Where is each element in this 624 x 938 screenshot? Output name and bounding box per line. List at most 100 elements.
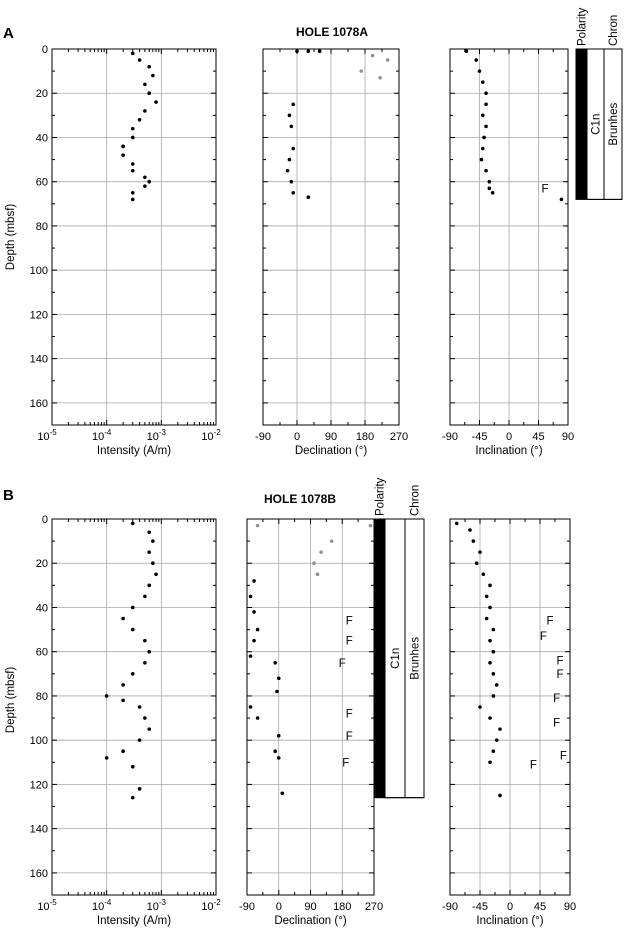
- a-column-chron-header: Chron: [608, 15, 620, 46]
- a-intensity-y-tick-label: 140: [30, 354, 48, 366]
- a-inclination-data-point: [480, 80, 485, 84]
- b-intensity-data-point: [121, 749, 125, 754]
- b-intensity-y-tick-label: 40: [36, 602, 48, 614]
- b-intensity-data-point: [143, 660, 147, 665]
- b-declination-data-point: [329, 539, 334, 543]
- b-inclination-flag-label: F: [530, 760, 537, 772]
- b-intensity-data-point: [130, 672, 135, 676]
- b-intensity-data-point: [154, 572, 158, 577]
- a-intensity-y-tick-label: 40: [36, 132, 48, 144]
- b-intensity-x-tick-label: 10-5: [37, 898, 57, 913]
- b-declination-flag-label: F: [346, 616, 353, 628]
- a-intensity-data-point: [130, 126, 135, 131]
- a-declination-data-point: [289, 179, 294, 184]
- b-declination-data-point: [273, 749, 278, 754]
- b-declination-data-point: [273, 660, 278, 665]
- a-intensity-data-point: [151, 73, 155, 78]
- b-inclination-data-point: [498, 727, 502, 731]
- b-intensity-data-point: [143, 594, 147, 599]
- b-column-polarity-zone-label: C1n: [390, 648, 402, 669]
- a-intensity-data-point: [130, 168, 135, 173]
- a-declination-data-point: [306, 49, 311, 54]
- a-inclination-data-point: [487, 186, 492, 191]
- b-intensity-y-tick-label: 140: [30, 824, 48, 836]
- b-intensity-data-point: [121, 616, 125, 621]
- b-intensity-data-point: [147, 550, 152, 554]
- b-intensity-y-tick-label: 60: [36, 647, 48, 659]
- a-intensity-y-tick-label: 80: [36, 221, 48, 233]
- b-intensity-x-tick-label: 10-3: [147, 898, 167, 913]
- panel-a-title: HOLE 1078A: [296, 25, 368, 39]
- panel-a-declination-plot: -90 0 90 180 270 Declination (°): [255, 48, 408, 457]
- b-inclination-data-point: [498, 793, 502, 798]
- b-declination-data-point: [276, 676, 281, 681]
- b-inclination-data-point: [488, 605, 492, 610]
- b-inclination-data-point: [478, 550, 482, 554]
- a-inclination-x-tick-label: -45: [472, 431, 488, 443]
- a-inclination-data-point: [484, 91, 488, 96]
- b-inclination-flag-label: F: [540, 631, 547, 643]
- a-inclination-data-point: [480, 113, 485, 118]
- a-declination-data-point: [291, 102, 296, 107]
- a-declination-data-point: [289, 124, 294, 129]
- b-intensity-y-tick-label: 120: [30, 779, 48, 791]
- b-intensity-data-point: [121, 698, 125, 703]
- a-column-normal-polarity-bar: [576, 49, 587, 200]
- b-inclination-data-point: [494, 738, 499, 742]
- panel-b-label: B: [3, 487, 14, 504]
- b-declination-x-tick-label: 90: [304, 901, 316, 913]
- a-declination-data-point: [370, 53, 375, 58]
- b-intensity-data-point: [130, 521, 135, 526]
- b-inclination-flag-label: F: [546, 616, 553, 628]
- b-inclination-data-point: [454, 521, 459, 526]
- a-intensity-data-point: [143, 175, 147, 180]
- a-intensity-data-point: [143, 82, 147, 87]
- a-intensity-data-point: [130, 135, 135, 140]
- b-inclination-data-point: [484, 594, 489, 599]
- b-intensity-y-tick-label: 100: [30, 735, 48, 747]
- a-intensity-y-tick-label: 60: [36, 177, 48, 189]
- a-inclination-x-axis-label: Inclination (°): [475, 445, 542, 457]
- b-declination-data-point: [319, 550, 323, 554]
- panel-a-label: A: [3, 25, 14, 42]
- b-inclination-data-point: [471, 539, 476, 543]
- a-inclination-data-point: [464, 49, 469, 54]
- b-inclination-data-point: [478, 705, 482, 709]
- b-declination-data-point: [252, 579, 256, 583]
- b-intensity-data-point: [137, 787, 142, 791]
- b-intensity-y-tick-label: 80: [36, 691, 48, 703]
- b-declination-data-point: [255, 716, 260, 720]
- a-intensity-data-point: [130, 51, 135, 56]
- b-intensity-x-axis-label: Intensity (A/m): [97, 915, 171, 927]
- b-inclination-data-point: [491, 694, 496, 698]
- b-declination-data-point: [255, 627, 260, 632]
- b-declination-flag-label: F: [346, 636, 353, 648]
- b-declination-data-point: [252, 610, 256, 614]
- b-declination-data-point: [248, 594, 253, 599]
- b-declination-data-point: [368, 523, 373, 528]
- a-intensity-data-point: [147, 179, 152, 184]
- a-declination-x-tick-label: 180: [356, 431, 374, 443]
- a-declination-data-point: [291, 146, 296, 151]
- a-declination-x-tick-label: 270: [390, 431, 408, 443]
- a-declination-data-point: [287, 157, 292, 162]
- b-declination-x-axis-label: Declination (°): [274, 915, 347, 927]
- a-inclination-data-point: [474, 58, 479, 62]
- a-declination-data-point: [317, 49, 322, 54]
- a-inclination-x-tick-label: 0: [506, 431, 512, 443]
- panel-b-title: HOLE 1078B: [264, 492, 336, 506]
- b-intensity-y-tick-label: 160: [30, 868, 48, 880]
- b-intensity-data-point: [104, 756, 109, 760]
- b-declination-data-point: [248, 705, 253, 709]
- b-column-chron-zone-label: Brunhes: [410, 637, 422, 680]
- b-declination-data-point: [255, 523, 260, 528]
- a-declination-data-point: [306, 195, 311, 199]
- a-inclination-x-tick-label: 45: [532, 431, 544, 443]
- b-column-polarity-header: Polarity: [375, 477, 387, 516]
- b-intensity-data-point: [147, 649, 152, 654]
- b-column-chron-header: Chron: [410, 485, 422, 516]
- b-intensity-data-point: [147, 530, 152, 535]
- b-inclination-data-point: [491, 627, 496, 632]
- b-intensity-data-point: [130, 605, 135, 610]
